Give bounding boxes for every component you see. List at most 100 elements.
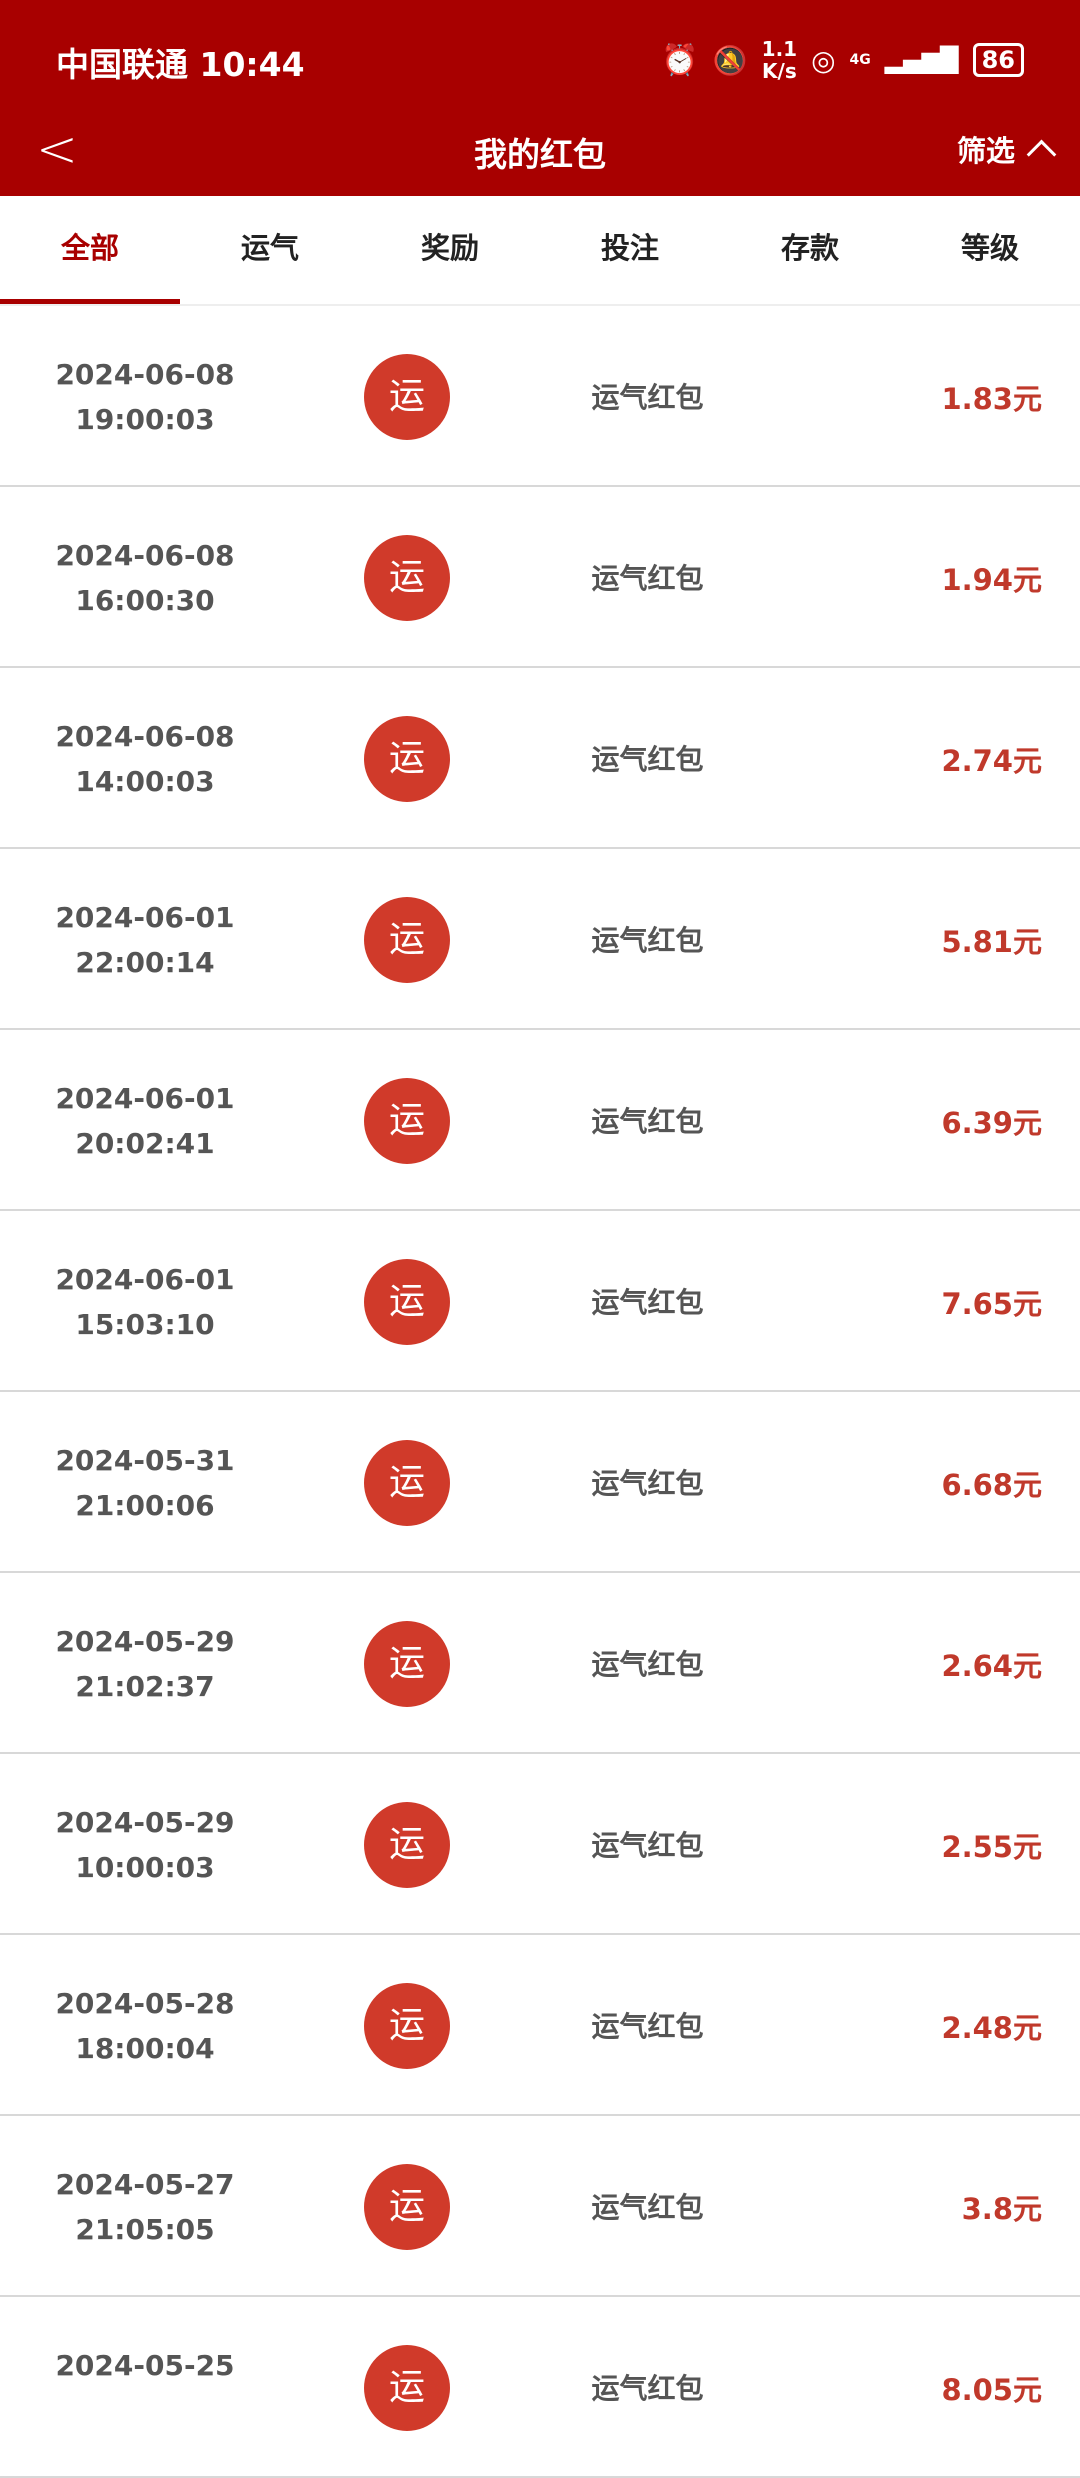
luck-badge-icon: 运 [364,1983,450,2069]
packet-type: 运气红包 [591,1286,704,1319]
luck-badge-icon: 运 [364,2345,450,2431]
date: 2024-05-25 [55,2349,235,2382]
amount: 1.94元 [941,563,1042,597]
list-item[interactable]: 2024-06-01 20:02:41 运 运气红包 6.39元 [0,1030,1080,1211]
chevron-up-icon [1026,139,1057,169]
amount: 7.65元 [941,1287,1042,1321]
datetime: 2024-06-01 20:02:41 [40,1076,250,1166]
amount: 6.68元 [941,1468,1042,1502]
date: 2024-05-28 [55,1987,235,2020]
amount: 6.39元 [941,1106,1042,1140]
datetime: 2024-06-08 19:00:03 [40,352,250,442]
tab-0[interactable]: 全部 [0,196,180,304]
redpacket-list: 2024-06-08 19:00:03 运 运气红包 1.83元 2024-06-0… [0,306,1080,2478]
hotspot-icon: ◎ [811,43,836,77]
packet-type: 运气红包 [591,1829,704,1862]
datetime: 2024-05-27 21:05:05 [40,2162,250,2252]
list-item[interactable]: 2024-06-01 22:00:14 运 运气红包 5.81元 [0,849,1080,1030]
luck-badge-icon: 运 [364,1259,450,1345]
network-type: 4G [849,52,871,68]
time: 21:00:06 [75,1489,215,1522]
battery-icon: 86 [972,43,1024,77]
list-item[interactable]: 2024-05-29 21:02:37 运 运气红包 2.64元 [0,1573,1080,1754]
packet-type: 运气红包 [591,1467,704,1500]
carrier-name: 中国联通 [56,45,188,84]
packet-type: 运气红包 [591,1648,704,1681]
filter-button[interactable]: 筛选 [956,128,1057,170]
tab-5[interactable]: 等级 [960,231,1019,265]
datetime: 2024-06-08 16:00:30 [40,533,250,623]
tab-3[interactable]: 投注 [600,231,659,265]
amount: 2.74元 [941,744,1042,778]
packet-type: 运气红包 [591,2010,704,2043]
packet-type: 运气红包 [591,924,704,957]
list-item[interactable]: 2024-06-08 16:00:30 运 运气红包 1.94元 [0,487,1080,668]
date: 2024-06-08 [55,539,235,572]
bell-muted-icon: 🔕 [712,43,748,77]
nav-bar: < 我的红包 筛选 [0,120,1080,196]
time: 21:02:37 [75,1670,215,1703]
list-item[interactable]: 2024-06-08 19:00:03 运 运气红包 1.83元 [0,306,1080,487]
luck-badge-icon: 运 [364,354,450,440]
time: 15:03:10 [75,1308,215,1341]
luck-badge-icon: 运 [364,535,450,621]
luck-badge-icon: 运 [364,716,450,802]
time: 16:00:30 [75,584,215,617]
chevron-left-icon: < [36,120,78,178]
date: 2024-05-27 [55,2168,235,2201]
luck-badge-icon: 运 [364,2164,450,2250]
date: 2024-05-31 [55,1444,235,1477]
tab-2[interactable]: 奖励 [420,231,479,265]
page-title: 我的红包 [474,135,606,174]
status-icons: ⏰ 🔕 1.1 K/s ◎ 4G ▂▄▆█ 86 [661,38,1024,82]
date: 2024-06-01 [55,1263,235,1296]
amount: 2.64元 [941,1649,1042,1683]
tab-1[interactable]: 运气 [240,231,299,265]
filter-label: 筛选 [956,134,1015,168]
luck-badge-icon: 运 [364,1078,450,1164]
packet-type: 运气红包 [591,562,704,595]
amount: 8.05元 [941,2373,1042,2407]
packet-type: 运气红包 [591,381,704,414]
date: 2024-06-08 [55,720,235,753]
datetime: 2024-05-29 10:00:03 [40,1800,250,1890]
list-item[interactable]: 2024-05-28 18:00:04 运 运气红包 2.48元 [0,1935,1080,2116]
list-item[interactable]: 2024-05-31 21:00:06 运 运气红包 6.68元 [0,1392,1080,1573]
packet-type: 运气红包 [591,2372,704,2405]
packet-type: 运气红包 [591,1105,704,1138]
packet-type: 运气红包 [591,743,704,776]
tab-bar: 全部 运气 奖励 投注 存款 等级 [0,196,1080,306]
datetime: 2024-05-29 21:02:37 [40,1619,250,1709]
tab-4[interactable]: 存款 [780,231,839,265]
status-bar: 中国联通 10:44 ⏰ 🔕 1.1 K/s ◎ 4G ▂▄▆█ 86 [0,0,1080,120]
back-button[interactable]: < [36,124,78,174]
list-item[interactable]: 2024-06-08 14:00:03 运 运气红包 2.74元 [0,668,1080,849]
list-item[interactable]: 2024-06-01 15:03:10 运 运气红包 7.65元 [0,1211,1080,1392]
date: 2024-06-01 [55,901,235,934]
datetime: 2024-06-01 22:00:14 [40,895,250,985]
luck-badge-icon: 运 [364,1440,450,1526]
amount: 2.48元 [941,2011,1042,2045]
amount: 1.83元 [941,382,1042,416]
list-item[interactable]: 2024-05-29 10:00:03 运 运气红包 2.55元 [0,1754,1080,1935]
net-speed: 1.1 K/s [761,37,798,83]
date: 2024-05-29 [55,1806,235,1839]
time: 19:00:03 [75,403,215,436]
time: 10:00:03 [75,1851,215,1884]
amount: 3.8元 [961,2192,1042,2226]
time: 21:05:05 [75,2213,215,2246]
list-item[interactable]: 2024-05-27 21:05:05 运 运气红包 3.8元 [0,2116,1080,2297]
luck-badge-icon: 运 [364,897,450,983]
datetime: 2024-05-31 21:00:06 [40,1438,250,1528]
datetime: 2024-06-08 14:00:03 [40,714,250,804]
date: 2024-06-08 [55,358,235,391]
packet-type: 运气红包 [591,2191,704,2224]
datetime: 2024-05-25 [40,2343,250,2388]
date: 2024-06-01 [55,1082,235,1115]
clock: 10:44 [199,45,305,84]
signal-icon: ▂▄▆█ [884,46,959,74]
datetime: 2024-06-01 15:03:10 [40,1257,250,1347]
datetime: 2024-05-28 18:00:04 [40,1981,250,2071]
luck-badge-icon: 运 [364,1621,450,1707]
app-header: 中国联通 10:44 ⏰ 🔕 1.1 K/s ◎ 4G ▂▄▆█ 86 < 我的… [0,0,1080,196]
